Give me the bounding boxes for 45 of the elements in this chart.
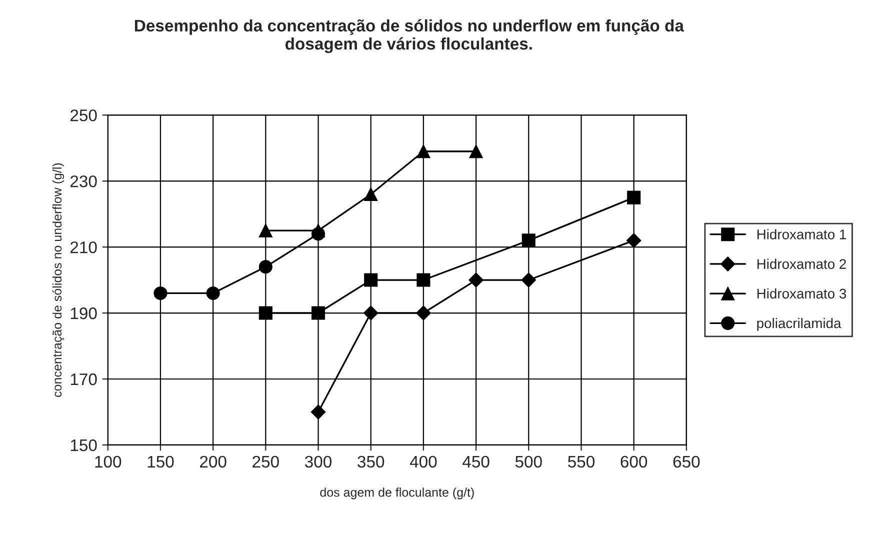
- y-axis-title: concentração de sólidos no underflow (g/l): [52, 163, 64, 397]
- x-tick-label: 100: [95, 456, 122, 468]
- x-tick-label: 150: [148, 456, 174, 468]
- point: [258, 224, 272, 238]
- y-tick-label: 170: [70, 373, 97, 386]
- chart-title: Desempenho da concentração de sólidos no underflow em função da dosagem de vários floculantes.: [134, 19, 684, 54]
- point: [206, 286, 220, 300]
- point: [258, 306, 272, 320]
- legend-label: Hidroxamato 1: [757, 229, 846, 240]
- point: [154, 286, 168, 300]
- y-tick-label: 250: [70, 109, 97, 122]
- x-tick-label: 300: [304, 456, 332, 468]
- point: [627, 190, 641, 204]
- x-axis-title: dos agem de floculante (g/t): [320, 488, 474, 500]
- point: [364, 273, 378, 287]
- point: [416, 306, 431, 320]
- point: [468, 272, 484, 288]
- point: [310, 404, 326, 420]
- y-tick-label: 190: [70, 307, 97, 320]
- x-tick-label: 500: [515, 456, 542, 468]
- point: [522, 234, 536, 248]
- point: [258, 260, 272, 274]
- x-tick-label: 450: [462, 456, 490, 468]
- legend-label: poliacrilamida: [757, 318, 842, 331]
- x-tick-label: 400: [410, 456, 437, 468]
- point: [416, 144, 430, 158]
- point: [626, 233, 642, 248]
- point: [521, 272, 536, 288]
- x-tick-label: 650: [673, 456, 700, 468]
- point: [311, 224, 326, 238]
- x-tick-label: 600: [620, 456, 648, 468]
- x-tick-label: 550: [568, 456, 594, 468]
- legend-label: Hidroxamato 2: [757, 258, 846, 269]
- x-tick-label: 350: [358, 456, 384, 468]
- y-tick-label: 230: [70, 175, 97, 188]
- point: [364, 187, 378, 202]
- point: [416, 273, 430, 287]
- x-tick-label: 250: [252, 456, 279, 468]
- y-tick-label: 150: [70, 439, 97, 452]
- y-tick-label: 210: [70, 241, 97, 254]
- x-tick-label: 200: [200, 456, 226, 468]
- point: [363, 306, 378, 320]
- point: [469, 144, 483, 158]
- legend-label: Hidroxamato 3: [757, 288, 846, 299]
- point: [311, 306, 326, 320]
